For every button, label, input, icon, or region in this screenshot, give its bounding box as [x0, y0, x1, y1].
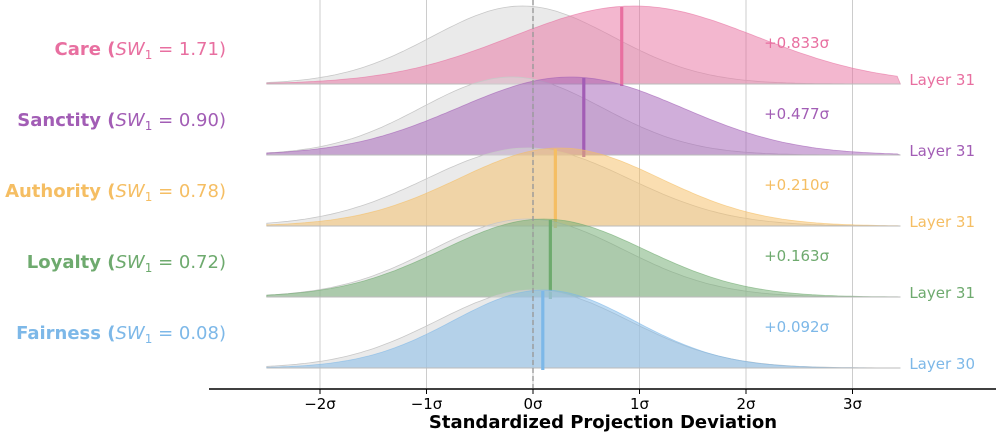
row-label-loyalty: Loyalty (SW1 = 0.72)	[27, 252, 226, 275]
ridge-care: +0.833σ Layer 31	[266, 5, 975, 89]
steered-distribution	[266, 289, 901, 369]
layer-label: Layer 31	[909, 213, 975, 231]
shift-label: +0.477σ	[764, 105, 830, 123]
row-labels: Care (SW1 = 1.71) Sanctity (SW1 = 0.90) Au…	[5, 39, 226, 346]
shift-label: +0.163σ	[764, 247, 830, 265]
x-tick-label: 3σ	[843, 395, 863, 413]
x-tick-label: 1σ	[630, 395, 650, 413]
shift-label: +0.092σ	[764, 318, 830, 336]
x-tick-label: −2σ	[304, 395, 336, 413]
row-label-sanctity: Sanctity (SW1 = 0.90)	[17, 110, 226, 133]
shift-label: +0.833σ	[764, 34, 830, 52]
layer-label: Layer 31	[909, 142, 975, 160]
row-label-care: Care (SW1 = 1.71)	[55, 39, 226, 62]
x-tick-label: 0σ	[523, 395, 543, 413]
layer-label: Layer 30	[909, 355, 975, 373]
ridge-sanctity: +0.477σ Layer 31	[266, 76, 975, 160]
x-tick-label: −1σ	[411, 395, 443, 413]
x-axis: −2σ −1σ 0σ 1σ 2σ 3σ	[209, 388, 996, 413]
layer-label: Layer 31	[909, 71, 975, 89]
row-label-authority: Authority (SW1 = 0.78)	[5, 181, 226, 204]
layer-label: Layer 31	[909, 284, 975, 302]
steered-distribution	[266, 5, 901, 85]
ridges: +0.833σ Layer 31 +0.477σ Layer 31 +0.210σ Lay…	[266, 0, 975, 388]
x-axis-label: Standardized Projection Deviation	[429, 412, 777, 433]
steered-distribution	[266, 147, 901, 227]
ridge-fairness: +0.092σ Layer 30	[266, 289, 975, 373]
shift-label: +0.210σ	[764, 176, 830, 194]
steered-distribution	[266, 218, 901, 298]
x-tick-label: 2σ	[736, 395, 756, 413]
ridge-loyalty: +0.163σ Layer 31	[266, 218, 975, 302]
row-label-fairness: Fairness (SW1 = 0.08)	[16, 323, 226, 346]
ridge-authority: +0.210σ Layer 31	[266, 147, 975, 231]
